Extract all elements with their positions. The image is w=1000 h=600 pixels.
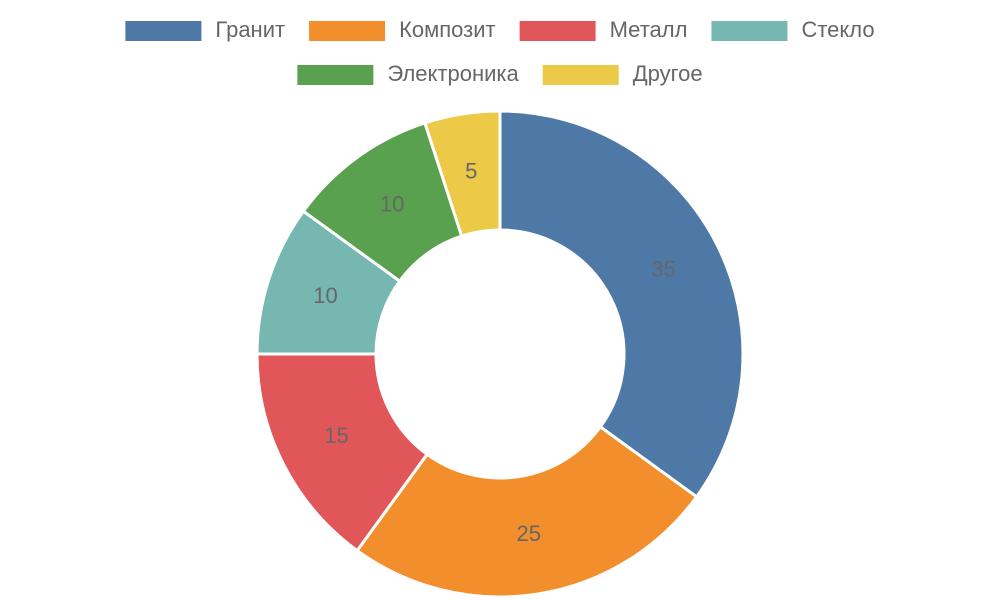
legend-swatch: [297, 65, 374, 85]
data-label: 10: [380, 191, 404, 216]
legend-item: Стекло: [711, 17, 875, 42]
donut-segment: [423, 109, 502, 238]
legend-item: Гранит: [125, 17, 285, 42]
legend-label: Электроника: [387, 61, 519, 86]
legend-swatch: [542, 65, 619, 85]
legend-item: Композит: [309, 17, 496, 42]
donut-segment: [355, 424, 699, 599]
data-label: 25: [516, 521, 540, 546]
legend-swatch: [519, 21, 596, 41]
legend-swatch: [711, 21, 788, 41]
donut-segment: [498, 109, 745, 499]
legend-swatch: [309, 21, 386, 41]
legend-label: Стекло: [801, 17, 874, 42]
legend-item: Другое: [542, 61, 703, 86]
data-label: 35: [651, 257, 675, 282]
legend-swatch: [125, 21, 202, 41]
donut-segment: [255, 352, 430, 553]
legend-label: Металл: [610, 17, 688, 42]
legend-item: Металл: [519, 17, 688, 42]
legend-label: Другое: [633, 61, 703, 86]
legend-label: Гранит: [215, 17, 285, 42]
legend-label: Композит: [399, 17, 496, 42]
data-label: 10: [313, 283, 337, 308]
data-label: 15: [324, 423, 348, 448]
legend-item: Электроника: [297, 61, 519, 86]
data-label: 5: [465, 159, 477, 184]
